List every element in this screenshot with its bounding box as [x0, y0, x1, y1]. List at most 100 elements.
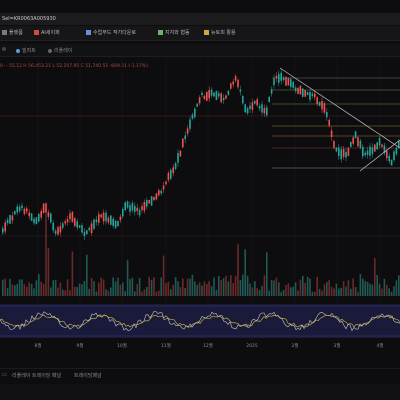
volume-bar	[93, 281, 95, 296]
candle-body	[83, 231, 86, 237]
bookmark-item[interactable]: 뉴토피 활용	[204, 29, 236, 36]
drawing-tool-icon[interactable]	[160, 66, 170, 74]
volume-bar	[146, 287, 148, 296]
volume-bar	[4, 278, 6, 296]
volume-bar	[230, 275, 232, 296]
volume-bar	[35, 280, 38, 296]
volume-bar	[100, 277, 102, 296]
volume-bar	[2, 279, 4, 296]
volume-bar	[69, 290, 71, 296]
replay-icon	[48, 48, 52, 53]
candles-group	[2, 69, 400, 286]
drawing-tool-icon[interactable]	[188, 66, 198, 74]
address-bar[interactable]: Sel=KR0063A005930	[0, 13, 400, 25]
candle-body	[112, 218, 114, 226]
volume-bar	[330, 286, 333, 296]
bookmark-item[interactable]: 수업무드 작가다운로	[86, 29, 136, 36]
candle-body	[203, 95, 206, 99]
volume-bar	[388, 288, 390, 296]
price-chart[interactable]: 8월 9월 10월 11월 12월 2025 2월 3월 4월	[0, 56, 400, 368]
candle-body	[194, 108, 196, 118]
candle-body	[290, 79, 292, 87]
candle-body	[297, 87, 299, 94]
candle-body	[383, 145, 386, 153]
candle-body	[136, 207, 138, 212]
volume-bar	[218, 275, 220, 296]
volume-bar	[158, 290, 160, 296]
candle-body	[107, 217, 110, 223]
candle-body	[347, 147, 350, 156]
candle-body	[28, 212, 30, 217]
drawing-tool-icon[interactable]	[202, 66, 212, 74]
volume-bar	[162, 255, 165, 296]
volume-bar	[177, 281, 179, 296]
volume-bar	[107, 290, 110, 296]
volume-bar	[345, 286, 347, 296]
candle-body	[342, 148, 345, 157]
volume-bar	[18, 279, 21, 296]
tab-replay-panel[interactable]: 리플레이 트레이딩 패널	[12, 373, 62, 379]
candle-body	[246, 108, 249, 114]
candle-body	[18, 206, 21, 212]
volume-bar	[323, 284, 326, 296]
tab-trading-panel[interactable]: 트레이딩패널	[74, 373, 102, 379]
volume-bar	[333, 288, 335, 296]
candle-body	[33, 218, 35, 224]
volume-bar	[258, 290, 261, 296]
volume-bar	[220, 280, 222, 296]
volume-bar	[350, 288, 352, 296]
volume-bar	[11, 284, 14, 296]
candle-body	[258, 106, 261, 109]
candle-body	[299, 85, 302, 95]
bookmark-item[interactable]: 지지와 협동	[158, 29, 190, 36]
candle-body	[148, 200, 150, 204]
volume-bar	[256, 288, 258, 296]
toolbar-button[interactable]	[2, 47, 8, 51]
bookmark-item[interactable]: AI세이퍼	[34, 29, 60, 36]
candle-body	[146, 200, 148, 207]
bookmark-item[interactable]: 플랫폼	[2, 29, 23, 36]
candle-body	[14, 211, 16, 215]
chart-grid	[0, 56, 400, 346]
bookmark-icon	[34, 30, 39, 35]
candle-body	[304, 90, 306, 97]
volume-bar	[119, 284, 122, 296]
candle-body	[38, 213, 40, 222]
volume-bar	[371, 284, 374, 296]
volume-bar	[71, 251, 74, 296]
volume-bar	[251, 287, 254, 296]
panel-icon[interactable]: ▭	[2, 372, 7, 378]
volume-bar	[189, 278, 191, 296]
toolbar-replay-button[interactable]: 리플레이	[48, 47, 72, 54]
drawing-tool-icon[interactable]	[146, 66, 156, 74]
taskbar	[0, 384, 400, 400]
volume-bar	[66, 279, 69, 296]
drawing-tool-icon[interactable]	[174, 66, 184, 74]
candle-body	[165, 181, 167, 185]
volume-bar	[306, 276, 309, 296]
volume-bar	[105, 289, 107, 296]
volume-bar	[239, 280, 242, 296]
candle-body	[388, 155, 390, 162]
candle-body	[362, 146, 364, 157]
candle-body	[206, 91, 208, 101]
candle-body	[6, 219, 9, 224]
candle-body	[16, 206, 18, 213]
candle-body	[323, 103, 326, 113]
candle-body	[311, 93, 314, 97]
volume-bar	[143, 289, 146, 296]
oscillator-signal	[0, 314, 400, 328]
volume-bar	[275, 277, 278, 296]
volume-bar	[122, 282, 124, 296]
candle-body	[74, 218, 76, 227]
volume-bar	[381, 288, 383, 296]
candle-body	[189, 119, 191, 129]
candle-body	[35, 217, 38, 225]
toolbar-alert-button[interactable]: 빌려트	[16, 47, 36, 54]
volume-bar	[114, 281, 117, 296]
volume-bar	[126, 260, 129, 296]
volume-bar	[225, 275, 227, 296]
candle-body	[9, 215, 11, 224]
volume-bar	[227, 281, 230, 296]
candle-body	[2, 228, 4, 233]
